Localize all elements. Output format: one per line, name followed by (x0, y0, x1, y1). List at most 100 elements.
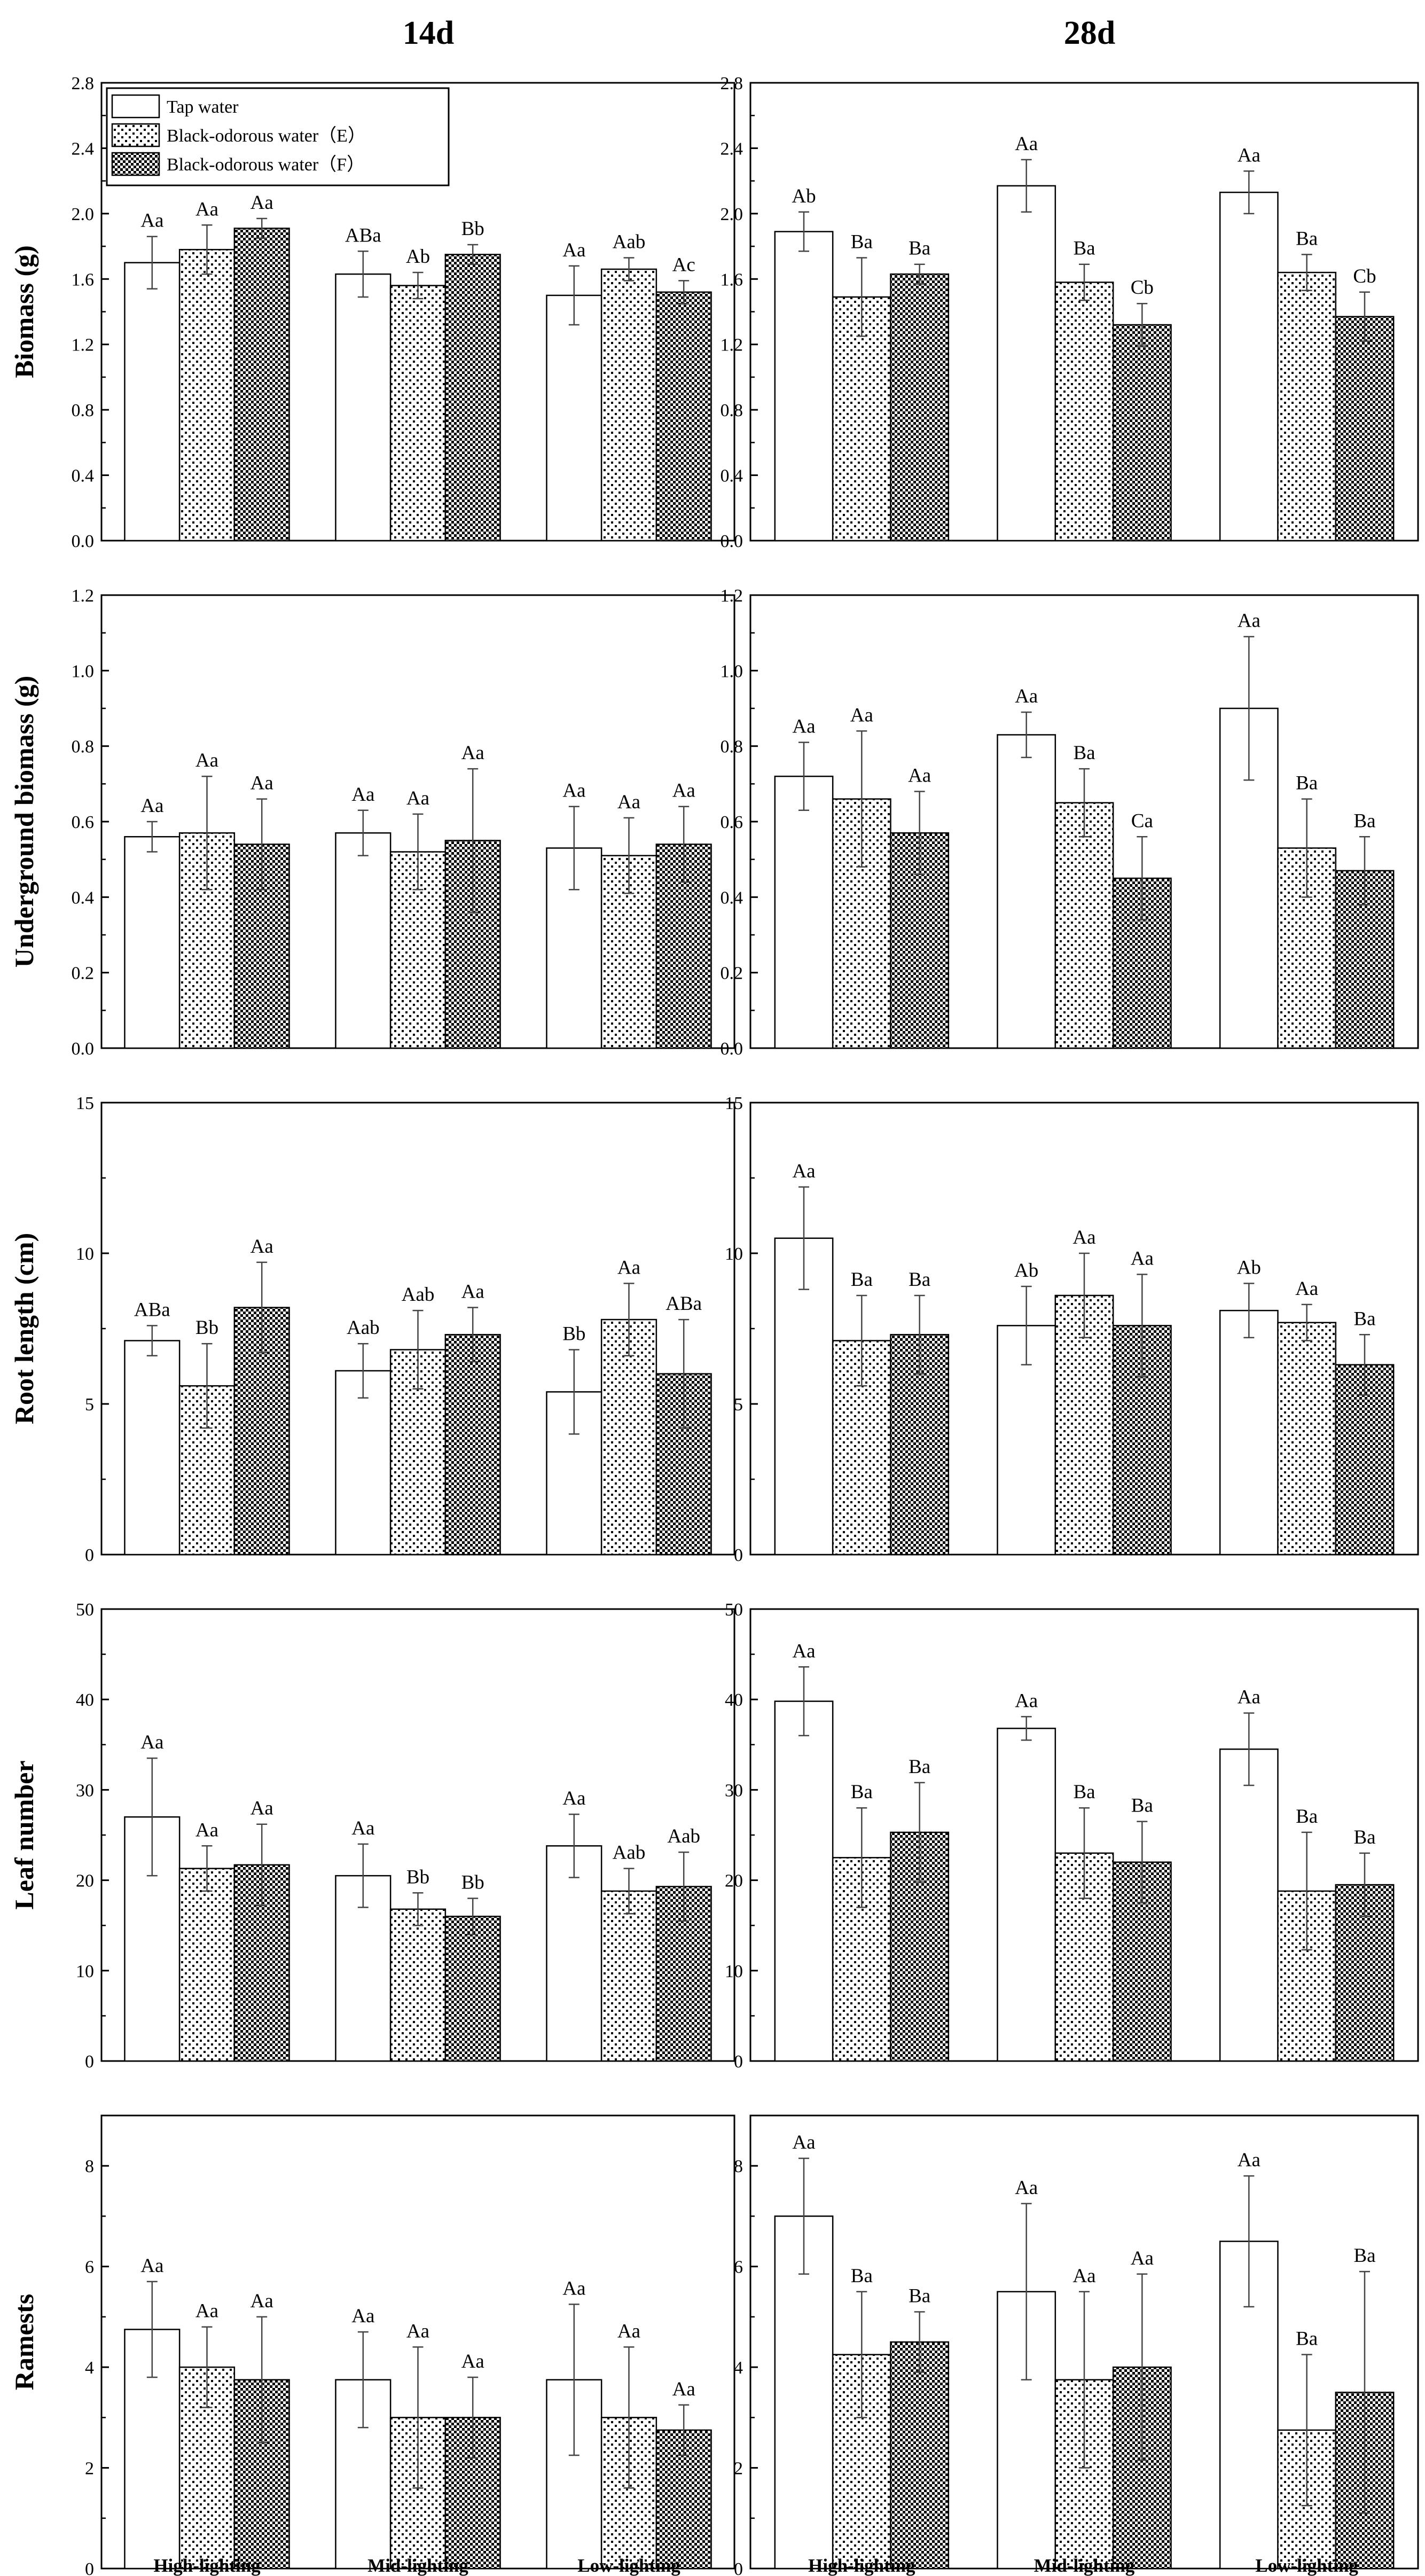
significance-letter: Ba (851, 2265, 873, 2287)
y-tick-label: 1.0 (721, 661, 743, 681)
significance-letter: Ca (1131, 810, 1153, 832)
significance-letter: Ba (1131, 1795, 1153, 1817)
y-tick-label: 1.2 (721, 335, 743, 355)
y-axis-label-ramests: Ramests (9, 2294, 39, 2391)
significance-letter: Ac (672, 254, 695, 276)
legend-swatch-tap-water (111, 94, 160, 119)
significance-letter: Aa (792, 2132, 815, 2153)
y-tick-label: 0.2 (721, 964, 743, 983)
y-tick-label: 4 (85, 2358, 94, 2378)
y-tick-label: 2.4 (72, 139, 95, 159)
significance-letter: Ba (1353, 2245, 1375, 2267)
significance-letter: Aa (250, 1798, 273, 1820)
x-category-label-high-lighting: High-lighting (808, 2555, 915, 2576)
y-tick-label: 6 (85, 2258, 94, 2277)
significance-letter: Aa (140, 795, 163, 817)
y-tick-label: 10 (76, 1244, 94, 1264)
x-category-label-mid-lighting: Mid-lighting (367, 2555, 468, 2576)
significance-letter: Ab (1237, 1256, 1261, 1278)
significance-letter: Aa (562, 2277, 585, 2299)
significance-letter: Aa (351, 1817, 374, 1839)
y-tick-label: 50 (76, 1600, 94, 1620)
y-tick-label: 0.4 (721, 888, 743, 908)
x-category-label-low-lighting: Low-lighting (1255, 2555, 1358, 2576)
panel-biomass-g-14d: 0.0 0.4 0.8 1.2 1.6 2.0 2.4 2.8 Biomass (g) Aa ABa… (9, 74, 735, 551)
y-tick-label: 0.6 (72, 813, 95, 832)
significance-letter: Aa (1072, 1227, 1095, 1248)
significance-letter: Aa (908, 764, 931, 786)
y-tick-label: 0 (734, 1545, 743, 1565)
significance-letter: Ba (1296, 2328, 1318, 2350)
panel-biomass-g-28d: 0.0 0.4 0.8 1.2 1.6 2.0 2.4 2.8 Ab Aa Aa Ba Ba Ba Ba Cb… (721, 74, 1419, 551)
significance-letter: Ba (1073, 1781, 1095, 1803)
significance-letter: Ba (851, 1781, 873, 1803)
bar-black-odorous-f-mid-lighting (444, 254, 501, 542)
y-tick-label: 1.6 (72, 270, 95, 290)
y-tick-label: 2 (85, 2459, 94, 2479)
y-tick-label: 0 (734, 2052, 743, 2072)
bar-tap-water-mid-lighting (997, 1728, 1056, 2062)
y-tick-label: 10 (76, 1962, 94, 1981)
bar-black-odorous-f-high-lighting (890, 273, 950, 542)
significance-letter: Aab (613, 231, 646, 253)
bar-black-odorous-e-mid-lighting (1054, 802, 1114, 1049)
significance-letter: Aa (562, 780, 585, 802)
bar-tap-water-high-lighting (124, 836, 181, 1049)
y-tick-label: 2.0 (72, 205, 95, 224)
bar-tap-water-mid-lighting (335, 1370, 392, 1556)
significance-letter: Aa (406, 787, 429, 809)
y-tick-label: 0 (734, 2559, 743, 2576)
category-labels: High-lighting Mid-lighting Low-lighting Hig… (153, 2555, 1358, 2576)
bar-black-odorous-f-high-lighting (233, 228, 290, 542)
y-tick-label: 0 (85, 2052, 94, 2072)
bar-black-odorous-e-mid-lighting (1054, 1294, 1114, 1556)
y-tick-label: 1.2 (72, 335, 95, 355)
significance-letter: ABa (345, 224, 381, 246)
significance-letter: Cb (1353, 266, 1376, 287)
y-tick-label: 0.8 (721, 737, 743, 757)
significance-letter: Aa (1238, 2149, 1260, 2171)
y-tick-label: 15 (725, 1094, 743, 1113)
significance-letter: Cb (1131, 277, 1154, 299)
bar-tap-water-low-lighting (1219, 1309, 1279, 1556)
legend-label-e: Black-odorous water（E） (167, 126, 366, 146)
y-tick-label: 6 (734, 2258, 743, 2277)
x-category-label-mid-lighting: Mid-lighting (1034, 2555, 1135, 2576)
bar-black-odorous-f-low-lighting (1335, 316, 1395, 542)
significance-letter: Aa (140, 210, 163, 232)
significance-letter: Aa (1238, 144, 1260, 166)
significance-letter: Aa (1295, 1278, 1318, 1300)
y-axis-label-biomass-g: Biomass (g) (9, 245, 39, 378)
significance-letter: Ba (1073, 742, 1095, 764)
y-tick-label: 4 (734, 2358, 743, 2378)
significance-letter: Aa (792, 1640, 815, 1662)
significance-letter: Aa (1015, 2177, 1038, 2199)
significance-letter: Aa (351, 784, 374, 806)
y-axis-label-root-length-cm: Root length (cm) (9, 1233, 39, 1424)
panel-underground-biomass-g-28d: 0.0 0.2 0.4 0.6 0.8 1.0 1.2 Aa Aa Aa Aa Ba Ba Aa Ca Ba (721, 586, 1419, 1059)
column-title-28d: 28d (1064, 15, 1115, 51)
y-tick-label: 20 (76, 1871, 94, 1891)
y-axis-label-underground-biomass-g: Underground biomass (g) (9, 676, 39, 967)
significance-letter: Aa (1015, 685, 1038, 707)
column-title-14d: 14d (403, 15, 454, 51)
y-tick-label: 15 (76, 1094, 94, 1113)
significance-letter: Aa (351, 2305, 374, 2327)
legend-swatch-e (111, 123, 160, 147)
y-tick-label: 0.0 (721, 532, 743, 551)
significance-letter: Ba (909, 1269, 930, 1291)
significance-letter: Aab (613, 1842, 646, 1864)
significance-letter: Aa (250, 1236, 273, 1258)
significance-letter: Aa (1238, 610, 1260, 632)
significance-letter: Aa (1015, 133, 1038, 155)
significance-letter: Aa (140, 1731, 163, 1753)
significance-letter: Ba (1296, 1806, 1318, 1828)
significance-letter: Aab (667, 1825, 700, 1847)
bar-black-odorous-f-low-lighting (655, 291, 712, 542)
significance-letter: Aa (617, 1256, 640, 1278)
y-tick-label: 0.0 (721, 1039, 743, 1059)
y-tick-label: 0.0 (72, 1039, 95, 1059)
significance-letter: Ba (851, 231, 873, 253)
y-tick-label: 10 (725, 1244, 743, 1264)
bar-black-odorous-f-mid-lighting (444, 1916, 501, 2062)
